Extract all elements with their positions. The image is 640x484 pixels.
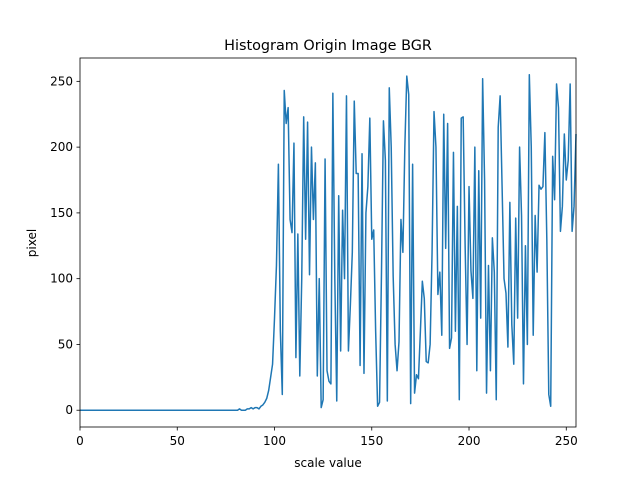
- y-tick-label: 100: [50, 272, 73, 286]
- x-tick-label: 250: [555, 434, 578, 448]
- x-tick-label: 50: [170, 434, 185, 448]
- chart-title: Histogram Origin Image BGR: [224, 38, 432, 54]
- y-tick-label: 0: [65, 403, 73, 417]
- y-tick-label: 250: [50, 74, 73, 88]
- x-tick-label: 150: [360, 434, 383, 448]
- x-tick-label: 100: [263, 434, 286, 448]
- x-tick-label: 200: [458, 434, 481, 448]
- axes-frame: [79, 57, 577, 428]
- plot-area: [80, 74, 577, 411]
- data-line: [80, 74, 577, 411]
- x-axis-label: scale value: [294, 456, 362, 470]
- y-tick-label: 50: [58, 337, 73, 351]
- y-tick-label: 150: [50, 206, 73, 220]
- y-axis-label: pixel: [25, 229, 39, 257]
- x-tick-label: 0: [76, 434, 84, 448]
- y-tick-label: 200: [50, 140, 73, 154]
